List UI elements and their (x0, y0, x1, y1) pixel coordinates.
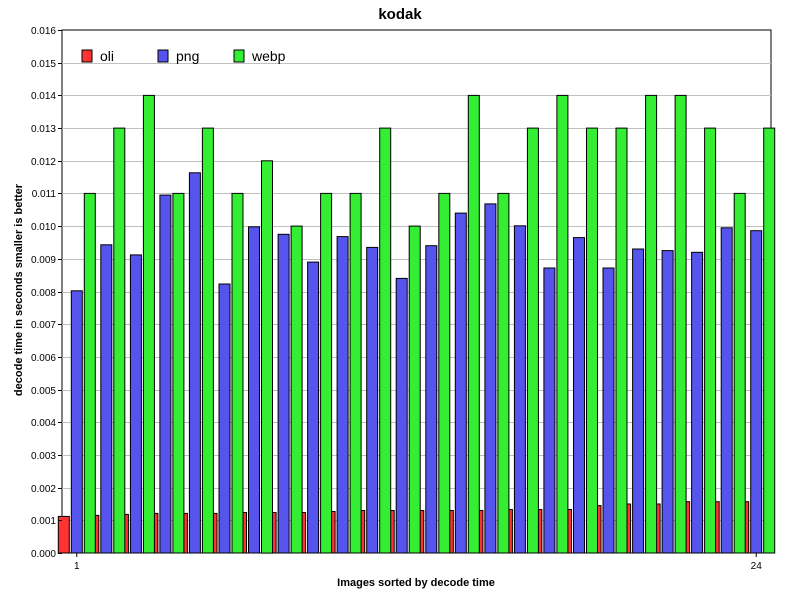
bar-png (336, 236, 349, 554)
bar-webp (379, 127, 392, 554)
x-tick-label: 24 (751, 561, 763, 572)
bar-webp (201, 127, 214, 554)
y-tick-label: 0.001 (31, 516, 56, 527)
y-tick-label: 0.004 (31, 418, 56, 429)
bar-png (366, 246, 379, 554)
x-tick-label: 1 (74, 561, 80, 572)
y-tick-label: 0.013 (31, 124, 56, 135)
bar-webp (733, 192, 746, 554)
y-tick-label: 0.008 (31, 288, 56, 299)
bar-png (484, 203, 497, 554)
bar-webp (586, 127, 598, 554)
bar-png (248, 226, 260, 554)
bar-webp (261, 160, 273, 554)
bar-webp (438, 192, 451, 554)
bar-png (395, 277, 408, 554)
chart-title: kodak (378, 6, 422, 23)
y-tick-label: 0.014 (31, 91, 56, 102)
y-tick-label: 0.005 (31, 386, 56, 397)
legend-swatch-png (157, 49, 169, 63)
y-tick-label: 0.000 (31, 549, 56, 560)
bar-webp (172, 192, 185, 554)
legend-label-oli: oli (100, 48, 114, 64)
bar-png (277, 233, 290, 554)
y-tick-label: 0.009 (31, 255, 56, 266)
y-tick-label: 0.007 (31, 320, 56, 331)
y-tick-label: 0.011 (32, 189, 57, 200)
bar-webp (142, 94, 155, 554)
bar-png (454, 212, 467, 554)
y-tick-label: 0.002 (31, 484, 56, 495)
y-tick-label: 0.003 (31, 451, 56, 462)
bar-webp (231, 192, 244, 554)
bar-webp (349, 192, 362, 554)
legend-swatch-webp (233, 49, 245, 63)
bar-png (720, 227, 733, 554)
bar-png (425, 245, 438, 554)
bar-png (100, 244, 113, 554)
bar-webp (674, 94, 687, 554)
bar-png (70, 290, 83, 554)
legend-label-webp: webp (251, 48, 286, 64)
bar-png (750, 230, 763, 554)
y-tick-label: 0.010 (31, 222, 56, 233)
bar-webp (408, 225, 421, 554)
bar-png (573, 237, 585, 554)
bar-webp (497, 192, 510, 554)
bar-webp (467, 94, 480, 554)
bar-png (691, 251, 704, 554)
x-axis-label: Images sorted by decode time (337, 577, 495, 589)
bar-png (513, 225, 526, 554)
y-tick-label: 0.015 (31, 59, 56, 70)
bar-png (632, 248, 645, 554)
bar-png (218, 283, 231, 554)
bar-webp (763, 127, 776, 554)
bar-webp (290, 225, 303, 554)
y-tick-label: 0.016 (31, 26, 56, 37)
bar-png (188, 172, 201, 554)
y-tick-label: 0.012 (31, 157, 56, 168)
bar-png (307, 261, 320, 554)
y-tick-label: 0.006 (31, 353, 56, 364)
bars (57, 94, 776, 554)
bar-webp (83, 192, 96, 554)
bar-webp (113, 127, 126, 554)
bar-png (602, 267, 615, 554)
bar-webp (526, 127, 539, 554)
legend: oli png webp (81, 48, 286, 64)
bar-webp (704, 127, 717, 554)
bar-webp (320, 192, 333, 554)
bar-oli (57, 515, 70, 554)
bar-png (661, 250, 674, 554)
bar-webp (615, 127, 628, 554)
bar-png (159, 194, 172, 554)
legend-label-png: png (176, 48, 199, 64)
bar-webp (645, 94, 658, 554)
bar-png (543, 267, 556, 554)
axes: 0.000 0.001 0.002 0.003 0.004 0.005 0.006 0.007… (31, 26, 762, 572)
bar-webp (556, 94, 569, 554)
bar-png (129, 254, 142, 554)
legend-swatch-oli (81, 49, 93, 63)
y-axis-label: decode time in seconds smaller is better (13, 183, 25, 396)
